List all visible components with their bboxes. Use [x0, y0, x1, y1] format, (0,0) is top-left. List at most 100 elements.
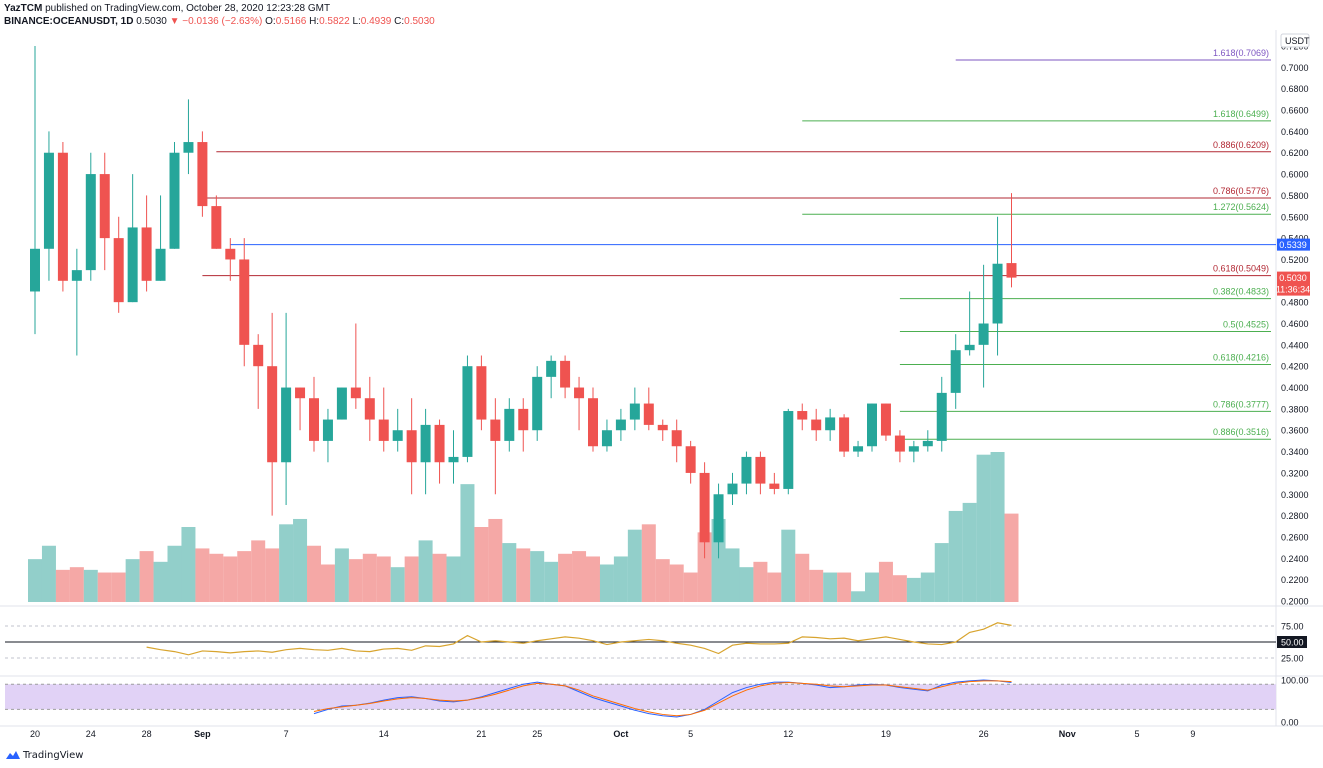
symbol-line: BINANCE:OCEANUSDT, 1D 0.5030 ▼ −0.0136 (… [4, 15, 435, 28]
author-name[interactable]: YazTCM [4, 3, 43, 14]
volume-bar [753, 561, 768, 602]
candle-body [825, 417, 836, 431]
symbol-title: BINANCE:OCEANUSDT, 1D [4, 16, 134, 27]
candle-body [113, 238, 124, 303]
x-tick-label: Oct [613, 729, 628, 739]
volume-bar [432, 553, 447, 602]
candle-body [783, 411, 794, 489]
currency-box [1280, 33, 1310, 48]
last-price-box [1277, 271, 1310, 296]
candle-body [964, 344, 975, 351]
candle-body [615, 419, 626, 431]
candle-body [880, 403, 891, 436]
y-tick-label: 0.2400 [1281, 554, 1309, 564]
volume-bar [223, 556, 238, 602]
volume-bar [906, 577, 921, 602]
candle-body [588, 398, 598, 447]
fib-level-label: 0.886(0.6209) [1213, 140, 1269, 150]
volume-bar [334, 548, 349, 602]
candle-body [225, 248, 236, 260]
candle-body [267, 366, 278, 463]
candle-body [99, 174, 110, 239]
volume-bar [376, 556, 391, 602]
volume-bar [83, 569, 98, 602]
candle-body [992, 263, 1003, 324]
volume-bar [41, 545, 56, 602]
volume-bar [655, 559, 670, 602]
candle-body [671, 430, 682, 447]
tradingview-logo-icon[interactable] [6, 750, 20, 759]
candle-body [211, 206, 222, 249]
brand-label[interactable]: TradingView [23, 750, 84, 761]
volume-bar [474, 527, 489, 602]
candle-body [797, 411, 808, 420]
volume-bar [586, 556, 600, 602]
volume-bar [488, 518, 503, 602]
volume-bar [97, 572, 112, 602]
y-tick-label: 0.4200 [1281, 362, 1309, 372]
candle-body [1006, 263, 1017, 278]
fib-level-label: 0.618(0.5049) [1213, 264, 1269, 274]
x-tick-label: 28 [142, 729, 152, 739]
fib-level-label: 1.618(0.7069) [1213, 48, 1269, 58]
fib-level-label: 1.272(0.5624) [1213, 202, 1269, 212]
x-tick-label: 5 [1135, 729, 1140, 739]
open-label: O: [265, 16, 276, 27]
publish-line: YazTCM published on TradingView.com, Oct… [4, 2, 435, 15]
candle-body [57, 152, 68, 281]
volume-bar [167, 545, 182, 602]
ma-level-label: 50.00 [1281, 638, 1304, 648]
price-label-box [1277, 238, 1310, 251]
candle-body [685, 446, 696, 473]
currency-label: USDT [1285, 36, 1310, 46]
volume-bar [251, 540, 266, 602]
candle-body [476, 366, 487, 420]
volume-bar [28, 559, 42, 602]
y-tick-label: 0.4800 [1281, 298, 1309, 308]
y-tick-label: 0.5600 [1281, 212, 1309, 222]
candle-body [755, 456, 766, 484]
candle-body [295, 387, 306, 399]
ma-level-label: 25.00 [1281, 654, 1304, 664]
candle-body [420, 424, 431, 463]
y-tick-label: 0.3600 [1281, 426, 1309, 436]
y-tick-label: 0.7000 [1281, 63, 1309, 73]
volume-bar [795, 553, 810, 602]
close-label: C: [394, 16, 405, 27]
volume-bar [502, 543, 517, 602]
candle-body [518, 408, 529, 431]
y-tick-label: 0.2800 [1281, 511, 1309, 521]
candle-body [434, 424, 445, 463]
y-tick-label: 0.5400 [1281, 234, 1309, 244]
candle-body [769, 483, 780, 489]
volume-bar [139, 551, 154, 602]
candle-body [71, 270, 82, 281]
footer: TradingView [6, 750, 83, 761]
level-label-box [1277, 636, 1307, 648]
candle-body [894, 435, 905, 452]
candle-body [309, 398, 319, 441]
volume-bar [320, 564, 335, 602]
fib-level-label: 0.5(0.4525) [1223, 320, 1269, 330]
fib-level-label: 1.618(0.6499) [1213, 109, 1269, 119]
volume-bar [641, 524, 656, 602]
volume-bar [307, 545, 321, 602]
volume-bar [892, 575, 907, 602]
y-tick-label: 0.6000 [1281, 170, 1309, 180]
close-value: 0.5030 [404, 16, 435, 27]
candle-body [601, 430, 612, 447]
last-price: 0.5030 [136, 16, 167, 27]
volume-bar [544, 561, 559, 602]
volume-bar [446, 556, 461, 602]
x-tick-label: 12 [783, 729, 793, 739]
price-change: ▼ −0.0136 (−2.63%) [169, 16, 263, 27]
candle-body [350, 387, 361, 399]
y-tick-label: 0.3800 [1281, 404, 1309, 414]
high-label: H: [309, 16, 320, 27]
candle-body [713, 494, 724, 543]
y-tick-label: 0.4400 [1281, 340, 1309, 350]
volume-bar [460, 484, 475, 602]
candle-body [239, 259, 250, 345]
candle-body [532, 376, 543, 431]
